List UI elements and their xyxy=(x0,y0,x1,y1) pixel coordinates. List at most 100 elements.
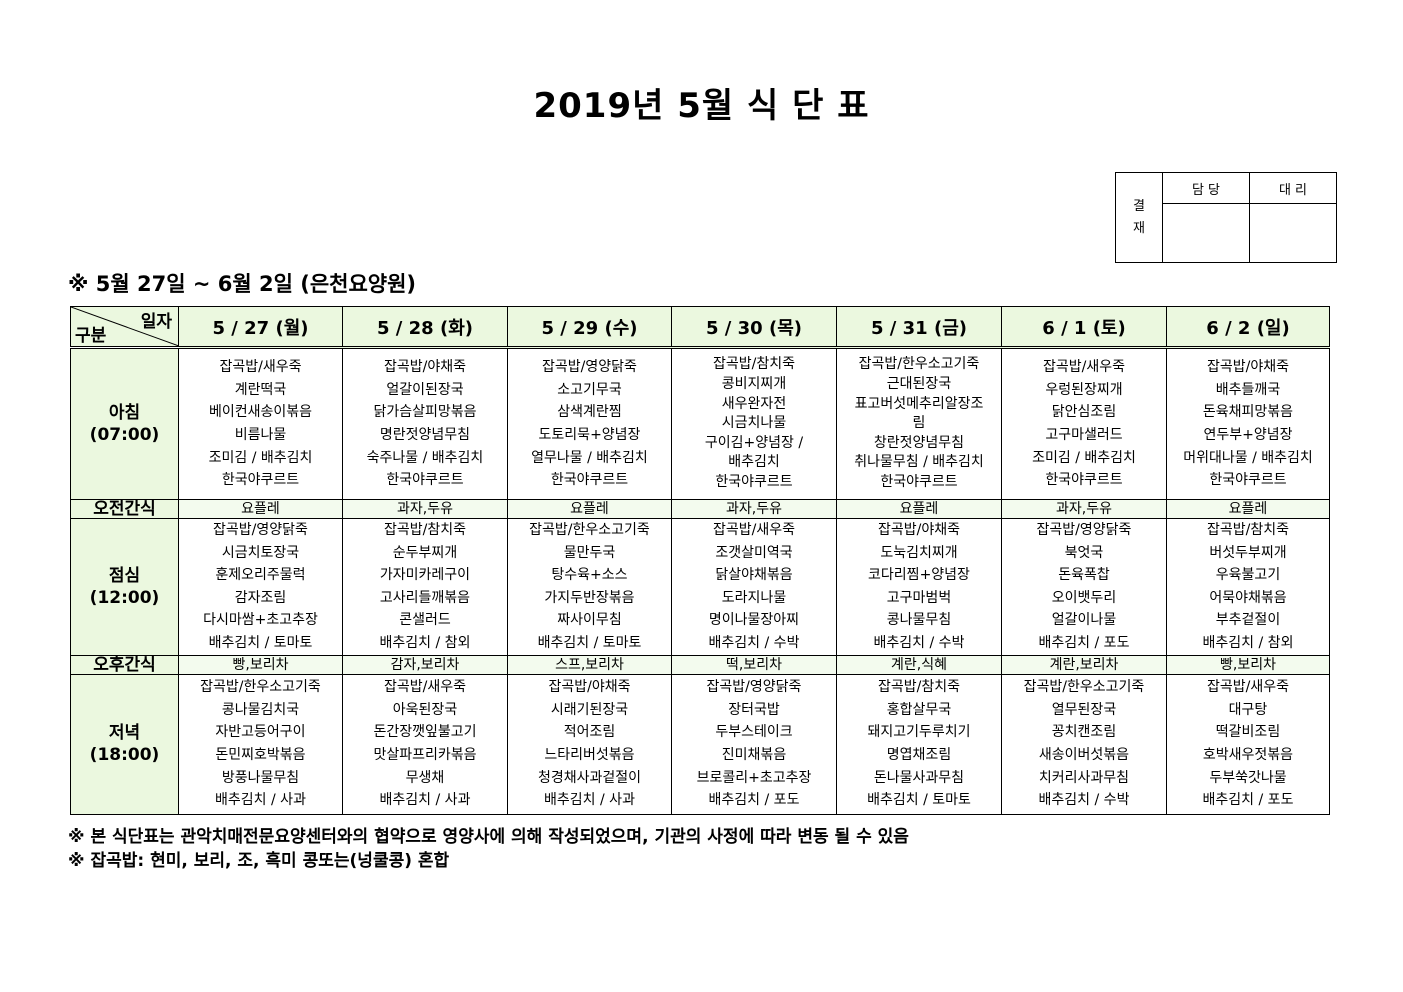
menu-item: 치커리사과무침 xyxy=(1038,769,1130,786)
menu-item: 훈제오리주물럭 xyxy=(215,567,306,584)
menu-item: 명란젓양념무침 xyxy=(379,427,471,443)
menu-item: 잡곡밥/새우죽 xyxy=(384,679,466,696)
breakfast-menu-cell: 잡곡밥/새우죽 우렁된장찌개 닭안심조림 고구마샐러드 조미김 / 배추김치 한국야쿠르트 xyxy=(1001,347,1167,500)
meal-name: 아침 xyxy=(108,403,141,423)
period-subtitle: ※ 5월 27일 ~ 6월 2일 (은천요양원) xyxy=(68,272,417,296)
approval-sign-deputy[interactable] xyxy=(1249,203,1337,263)
snack-cell: 과자,두유 xyxy=(342,499,508,519)
menu-item: 콩나물무침 xyxy=(886,612,952,629)
breakfast-row: 아침 (07:00) 잡곡밥/새우죽 계란떡국 베이컨새송이볶음 비름나물 조미김 / 배… xyxy=(70,347,1330,500)
menu-item: 배추김치 / 사과 xyxy=(215,792,306,809)
menu-item: 잡곡밥/야채죽 xyxy=(384,359,466,376)
snack-cell: 요플레 xyxy=(836,499,1002,519)
day-header: 5 / 27 (월) xyxy=(178,306,343,349)
menu-item: 새송이버섯볶음 xyxy=(1038,747,1130,764)
pm-snack-label: 오후간식 xyxy=(70,654,179,675)
menu-item: 도토리묵+양념장 xyxy=(538,427,641,443)
meal-name: 점심 xyxy=(108,565,141,586)
breakfast-menu-cell: 잡곡밥/한우소고기죽 근대된장국 표고버섯메추리알장조 림 창란젓양념무침 취나물무침 /… xyxy=(836,347,1002,500)
menu-item: 고사리들깨볶음 xyxy=(379,589,471,606)
meal-time: (12:00) xyxy=(89,587,160,608)
menu-item: 배추김치 / 사과 xyxy=(544,792,635,809)
menu-item: 잡곡밥/영양닭죽 xyxy=(1036,522,1132,538)
corner-date-label: 일자 xyxy=(140,312,172,332)
breakfast-menu-cell: 잡곡밥/야채죽 얼갈이된장국 닭가슴살피망볶음 명란젓양념무침 숙주나물 / 배추김치 한… xyxy=(342,347,508,500)
menu-item: 잡곡밥/새우죽 xyxy=(1043,359,1125,376)
menu-item: 닭안심조림 xyxy=(1051,404,1117,421)
lunch-menu-cell: 잡곡밥/새우죽 조갯살미역국 닭살야채볶음 도라지나물 명이나물장아찌 배추김치 / 수박 xyxy=(671,518,837,656)
menu-item: 진미채볶음 xyxy=(721,747,787,764)
menu-item: 다시마쌈+초고추장 xyxy=(203,612,318,629)
menu-item: 창란젓양념무침 xyxy=(873,434,965,451)
menu-item: 도라지나물 xyxy=(721,589,787,606)
approval-col-deputy: 대 리 xyxy=(1249,171,1337,205)
menu-item: 배추김치 xyxy=(728,454,780,471)
snack-cell: 과자,두유 xyxy=(1001,499,1167,519)
menu-item: 잡곡밥/야채죽 xyxy=(878,522,960,538)
menu-item: 두부스테이크 xyxy=(715,724,793,741)
lunch-menu-cell: 잡곡밥/영양닭죽 시금치토장국 훈제오리주물럭 감자조림 다시마쌈+초고추장 배추김치 /… xyxy=(178,518,343,656)
menu-item: 한국야쿠르트 xyxy=(386,472,464,489)
dinner-label: 저녁 (18:00) xyxy=(70,673,179,815)
lunch-menu-cell: 잡곡밥/한우소고기죽 물만두국 탕수육+소스 가지두반장볶음 짜사이무침 배추김치 / 토… xyxy=(507,518,672,656)
menu-item: 돼지고기두루치기 xyxy=(867,724,971,741)
menu-item: 아욱된장국 xyxy=(392,701,458,718)
day-header: 5 / 28 (화) xyxy=(342,306,508,349)
menu-item: 한국야쿠르트 xyxy=(221,472,300,489)
am-snack-label: 오전간식 xyxy=(70,499,179,519)
menu-item: 잡곡밥/참치죽 xyxy=(1207,522,1289,538)
snack-cell: 계란,식혜 xyxy=(836,654,1002,675)
menu-item: 도눅김치찌개 xyxy=(880,544,958,561)
meal-name: 저녁 xyxy=(108,723,141,744)
menu-item: 잡곡밥/영양닭죽 xyxy=(542,359,637,376)
menu-item: 새우완자전 xyxy=(721,395,787,412)
menu-item: 잡곡밥/새우죽 xyxy=(713,522,795,538)
menu-item: 장터국밥 xyxy=(728,701,780,718)
menu-item: 브로콜리+초고추장 xyxy=(696,769,812,786)
menu-item: 배추김치 / 토마토 xyxy=(867,792,971,809)
menu-item: 우육불고기 xyxy=(1215,567,1281,584)
menu-item: 적어조림 xyxy=(563,724,616,741)
dinner-menu-cell: 잡곡밥/새우죽 아욱된장국 돈간장깻잎불고기 맛살파프리카볶음 무생채 배추김치 / 사과 xyxy=(342,673,508,815)
menu-item: 명엽채조림 xyxy=(886,747,952,764)
menu-item: 한국야쿠르트 xyxy=(715,473,793,490)
menu-item: 고구마범벅 xyxy=(886,589,952,606)
menu-item: 돈민찌호박볶음 xyxy=(215,747,306,764)
dinner-menu-cell: 잡곡밥/영양닭죽 장터국밥 두부스테이크 진미채볶음 브로콜리+초고추장 배추김치 / 포… xyxy=(671,673,837,815)
menu-item: 가자미카레구이 xyxy=(379,567,471,584)
breakfast-menu-cell: 잡곡밥/야채죽 배추들깨국 돈육채피망볶음 연두부+양념장 머위대나물 / 배추김치 한국… xyxy=(1166,347,1330,500)
menu-item: 시금치토장국 xyxy=(221,544,300,561)
breakfast-label: 아침 (07:00) xyxy=(70,347,179,500)
snack-cell: 스프,보리차 xyxy=(507,654,672,675)
menu-item: 배추김치 / 수박 xyxy=(873,634,965,651)
breakfast-menu-cell: 잡곡밥/영양닭죽 소고기무국 삼색계란찜 도토리묵+양념장 열무나물 / 배추김치 한국야… xyxy=(507,347,672,500)
menu-item: 돈육채피망볶음 xyxy=(1202,404,1294,421)
dinner-menu-cell: 잡곡밥/야채죽 시래기된장국 적어조림 느타리버섯볶음 청경채사과겉절이 배추김치 / 사… xyxy=(507,673,672,815)
menu-item: 잡곡밥/영양닭죽 xyxy=(706,679,802,696)
menu-item: 잡곡밥/야채죽 xyxy=(1207,359,1289,376)
menu-item: 호박새우젓볶음 xyxy=(1202,747,1294,764)
snack-cell: 과자,두유 xyxy=(671,499,837,519)
menu-item: 삼색계란찜 xyxy=(557,404,622,421)
menu-item: 청경채사과겉절이 xyxy=(537,769,642,786)
menu-item: 돈나물사과무침 xyxy=(873,769,965,786)
menu-item: 비름나물 xyxy=(234,427,287,443)
menu-item: 조갯살미역국 xyxy=(715,544,793,561)
menu-item: 잡곡밥/한우소고기죽 xyxy=(200,679,321,696)
approval-sign-manager[interactable] xyxy=(1162,203,1250,263)
menu-item: 잡곡밥/참치죽 xyxy=(384,522,466,538)
breakfast-menu-cell: 잡곡밥/새우죽 계란떡국 베이컨새송이볶음 비름나물 조미김 / 배추김치 한국야쿠르트 xyxy=(178,347,343,500)
menu-item: 배추들깨국 xyxy=(1215,381,1281,398)
menu-item: 짜사이무침 xyxy=(557,612,622,629)
menu-item: 콩비지찌개 xyxy=(721,376,787,393)
snack-cell: 요플레 xyxy=(1166,499,1330,519)
menu-item: 한국야쿠르트 xyxy=(880,473,958,490)
menu-item: 배추김치 / 참외 xyxy=(1202,634,1294,651)
menu-item: 시래기된장국 xyxy=(550,701,629,718)
menu-item: 한국야쿠르트 xyxy=(550,472,629,489)
menu-item: 돈육폭찹 xyxy=(1058,567,1110,584)
menu-item: 감자조림 xyxy=(234,589,287,606)
menu-item: 조미김 / 배추김치 xyxy=(208,449,313,466)
snack-cell: 요플레 xyxy=(178,499,343,519)
diagonal-line xyxy=(71,307,179,346)
